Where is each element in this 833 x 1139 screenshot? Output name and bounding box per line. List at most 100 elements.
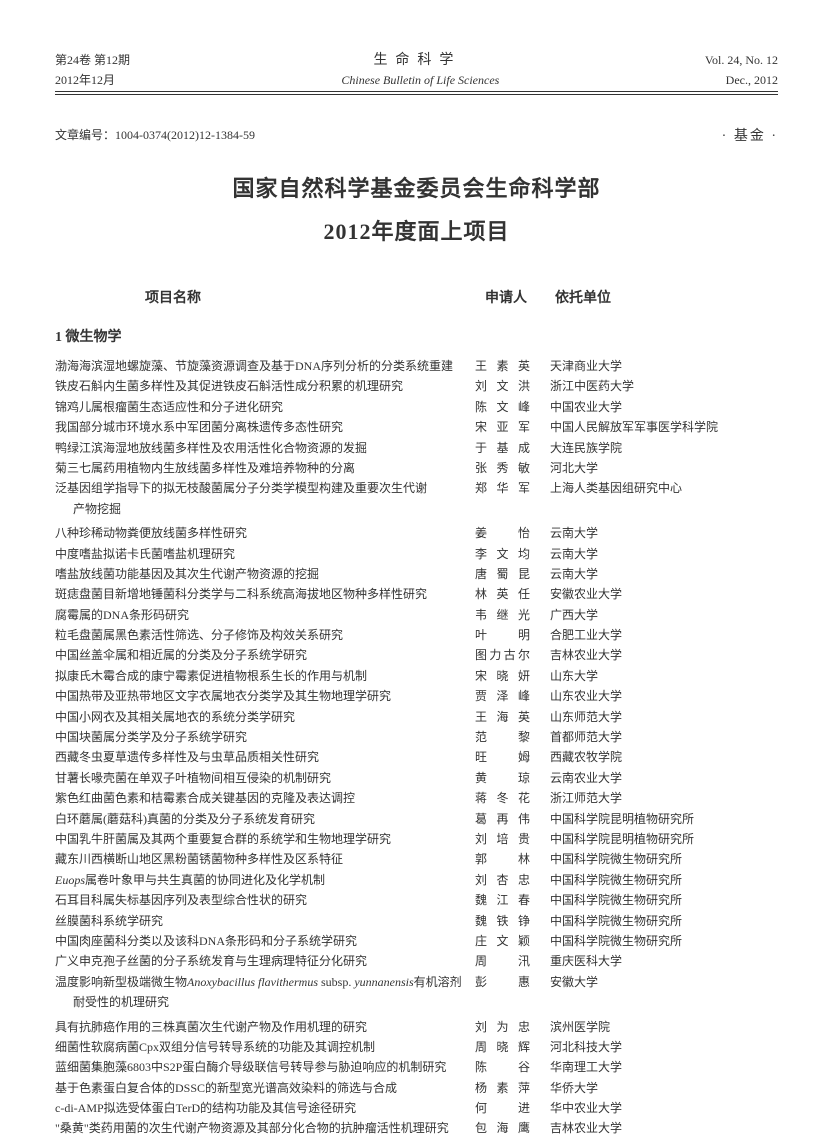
applicant: 范 黎 [475,727,550,747]
section-title: 1 微生物学 [55,327,778,348]
table-row: 藏东川西横断山地区黑粉菌锈菌物种多样性及区系特征郭 林中国科学院微生物研究所 [55,849,778,869]
table-row: 中国小网衣及其相关属地衣的系统分类学研究王海英山东师范大学 [55,707,778,727]
applicant: 于基成 [475,438,550,458]
table-row: 广义申克孢子丝菌的分子系统发育与生理病理特征分化研究周 汛重庆医科大学 [55,951,778,971]
institution: 华中农业大学 [550,1098,778,1118]
institution: 中国科学院微生物研究所 [550,849,778,869]
table-row: 腐霉属的DNA条形码研究韦继光广西大学 [55,605,778,625]
project-name: 腐霉属的DNA条形码研究 [55,605,475,625]
article-id-row: 文章编号：1004-0374(2012)12-1384-59 · 基金 · [55,126,778,147]
applicant: 陈 谷 [475,1057,550,1077]
project-name: c-di-AMP拟选受体蛋白TerD的结构功能及其信号途径研究 [55,1098,475,1118]
table-row: 具有抗肺癌作用的三株真菌次生代谢产物及作用机理的研究刘为忠滨州医学院 [55,1017,778,1037]
project-name: 细菌性软腐病菌Cpx双组分信号转导系统的功能及其调控机制 [55,1037,475,1057]
table-row: 铁皮石斛内生菌多样性及其促进铁皮石斛活性成分积累的机理研究刘文洪浙江中医药大学 [55,376,778,396]
institution: 天津商业大学 [550,356,778,376]
applicant: 杨素萍 [475,1078,550,1098]
applicant: 王海英 [475,707,550,727]
column-headers: 项目名称 申请人 依托单位 [55,288,778,309]
project-name: 中国丝盖伞属和相近属的分类及分子系统学研究 [55,645,475,665]
project-name-cont: 产物挖掘 [55,499,475,519]
project-name: 具有抗肺癌作用的三株真菌次生代谢产物及作用机理的研究 [55,1017,475,1037]
date-en: Dec., 2012 [726,71,778,89]
fund-tag: · 基金 · [722,126,778,147]
table-row: 白环蘑属(蘑菇科)真菌的分类及分子系统发育研究葛再伟中国科学院昆明植物研究所 [55,809,778,829]
institution: 华南理工大学 [550,1057,778,1077]
volume-issue-en: Vol. 24, No. 12 [705,51,778,69]
institution: 浙江中医药大学 [550,376,778,396]
table-row: 中国块菌属分类学及分子系统学研究范 黎首都师范大学 [55,727,778,747]
volume-issue-cn: 第24卷 第12期 [55,51,130,69]
project-name: 紫色红曲菌色素和桔霉素合成关键基因的克隆及表达调控 [55,788,475,808]
applicant: 林英任 [475,584,550,604]
institution: 上海人类基因组研究中心 [550,478,778,498]
project-name: 甘薯长喙壳菌在单双子叶植物间相互侵染的机制研究 [55,768,475,788]
applicant: 刘培贵 [475,829,550,849]
project-name: 我国部分城市环境水系中军团菌分离株遗传多态性研究 [55,417,475,437]
project-name: 白环蘑属(蘑菇科)真菌的分类及分子系统发育研究 [55,809,475,829]
journal-header: 第24卷 第12期 生命科学 Vol. 24, No. 12 2012年12月 … [55,50,778,92]
project-name: Euops属卷叶象甲与共生真菌的协同进化及化学机制 [55,870,475,890]
table-row: 斑痣盘菌目新增地锤菌科分类学与二科系统高海拔地区物种多样性研究林英任安徽农业大学 [55,584,778,604]
table-row: 基于色素蛋白复合体的DSSC的新型宽光谱高效染料的筛选与合成杨素萍华侨大学 [55,1078,778,1098]
institution: 山东师范大学 [550,707,778,727]
project-name: 八种珍稀动物粪便放线菌多样性研究 [55,523,475,543]
project-list: 渤海海滨湿地螺旋藻、节旋藻资源调查及基于DNA序列分析的分类系统重建王素英天津商… [55,356,778,1139]
table-row: c-di-AMP拟选受体蛋白TerD的结构功能及其信号途径研究何 进华中农业大学 [55,1098,778,1118]
institution: 河北科技大学 [550,1037,778,1057]
project-name: 中国块菌属分类学及分子系统学研究 [55,727,475,747]
project-name: 铁皮石斛内生菌多样性及其促进铁皮石斛活性成分积累的机理研究 [55,376,475,396]
applicant: 张秀敏 [475,458,550,478]
project-name: 中国肉座菌科分类以及该科DNA条形码和分子系统学研究 [55,931,475,951]
project-name: 基于色素蛋白复合体的DSSC的新型宽光谱高效染料的筛选与合成 [55,1078,475,1098]
institution: 中国科学院昆明植物研究所 [550,809,778,829]
applicant: 刘文洪 [475,376,550,396]
table-row: 中国肉座菌科分类以及该科DNA条形码和分子系统学研究庄文颖中国科学院微生物研究所 [55,931,778,951]
main-title: 国家自然科学基金委员会生命科学部 [55,172,778,205]
applicant: 旺 姆 [475,747,550,767]
table-row: 粒毛盘菌属黑色素活性筛选、分子修饰及构效关系研究叶 明合肥工业大学 [55,625,778,645]
table-row: 丝膜菌科系统学研究魏铁铮中国科学院微生物研究所 [55,911,778,931]
table-row: 中国丝盖伞属和相近属的分类及分子系统学研究图力古尔吉林农业大学 [55,645,778,665]
table-row: Euops属卷叶象甲与共生真菌的协同进化及化学机制刘杏忠中国科学院微生物研究所 [55,870,778,890]
institution: 大连民族学院 [550,438,778,458]
col-header-name: 项目名称 [55,288,475,309]
table-row: 泛基因组学指导下的拟无枝酸菌属分子分类学模型构建及重要次生代谢郑华军上海人类基因… [55,478,778,498]
applicant: 宋晓妍 [475,666,550,686]
table-row: 温度影响新型极端微生物Anoxybacillus flavithermus su… [55,972,778,992]
col-header-applicant: 申请人 [475,288,555,309]
project-name: 蓝细菌集胞藻6803中S2P蛋白酶介导级联信号转导参与胁迫响应的机制研究 [55,1057,475,1077]
applicant: 叶 明 [475,625,550,645]
journal-title-cn: 生命科学 [373,50,461,71]
applicant: 刘杏忠 [475,870,550,890]
applicant: 葛再伟 [475,809,550,829]
project-name: 菊三七属药用植物内生放线菌多样性及难培养物种的分离 [55,458,475,478]
institution: 华侨大学 [550,1078,778,1098]
institution: 重庆医科大学 [550,951,778,971]
project-name: 粒毛盘菌属黑色素活性筛选、分子修饰及构效关系研究 [55,625,475,645]
applicant: 周 汛 [475,951,550,971]
project-name: 丝膜菌科系统学研究 [55,911,475,931]
project-name: 斑痣盘菌目新增地锤菌科分类学与二科系统高海拔地区物种多样性研究 [55,584,475,604]
applicant: 韦继光 [475,605,550,625]
table-row: 拟康氏木霉合成的康宁霉素促进植物根系生长的作用与机制宋晓妍山东大学 [55,666,778,686]
applicant: 李文均 [475,544,550,564]
institution: 首都师范大学 [550,727,778,747]
col-header-institution: 依托单位 [555,288,778,309]
applicant: 贾泽峰 [475,686,550,706]
project-name: 中国小网衣及其相关属地衣的系统分类学研究 [55,707,475,727]
institution: 云南大学 [550,523,778,543]
sub-title: 2012年度面上项目 [55,215,778,248]
applicant: 何 进 [475,1098,550,1118]
applicant: 彭 惠 [475,972,550,992]
project-name: 鸭绿江滨海湿地放线菌多样性及农用活性化合物资源的发掘 [55,438,475,458]
institution: 中国科学院微生物研究所 [550,890,778,910]
applicant: 宋亚军 [475,417,550,437]
applicant: 图力古尔 [475,645,550,665]
table-row: 细菌性软腐病菌Cpx双组分信号转导系统的功能及其调控机制周晓辉河北科技大学 [55,1037,778,1057]
institution: 中国农业大学 [550,397,778,417]
applicant: 唐蜀昆 [475,564,550,584]
institution: 云南大学 [550,544,778,564]
project-name: 锦鸡儿属根瘤菌生态适应性和分子进化研究 [55,397,475,417]
table-row: 紫色红曲菌色素和桔霉素合成关键基因的克隆及表达调控蒋冬花浙江师范大学 [55,788,778,808]
